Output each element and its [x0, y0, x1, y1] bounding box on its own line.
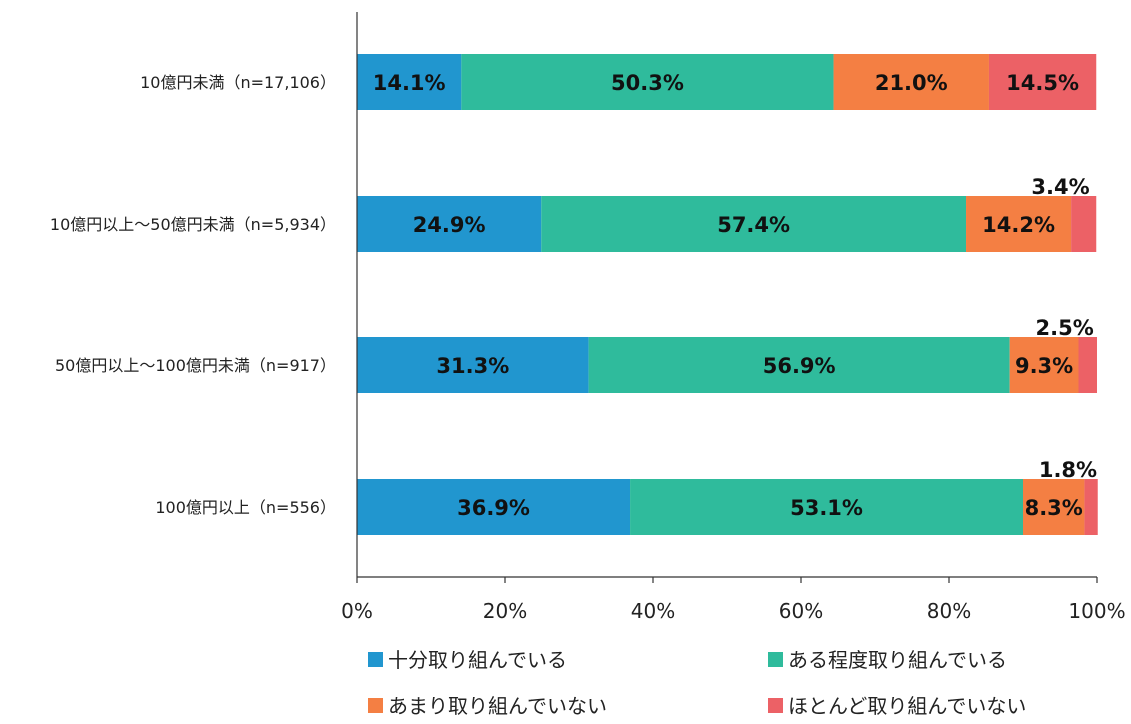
data-label: 36.9%: [457, 496, 530, 520]
legend-label: あまり取り組んでいない: [388, 694, 607, 718]
data-label: 21.0%: [875, 71, 948, 95]
category-label: 10億円以上～50億円未満（n=5,934）: [50, 215, 336, 234]
bar-segment: [1009, 337, 1079, 393]
bar-segment: [1084, 479, 1098, 535]
data-label: 8.3%: [1025, 496, 1083, 520]
data-label: 14.2%: [982, 213, 1055, 237]
legend-swatch: [768, 698, 783, 713]
bar-segment: [357, 196, 542, 252]
data-label: 14.1%: [373, 71, 446, 95]
bar-segment: [357, 337, 589, 393]
bar-segment: [588, 337, 1010, 393]
data-label: 1.8%: [1039, 458, 1097, 482]
x-tick-label: 20%: [483, 599, 527, 623]
bar-segment: [357, 54, 462, 110]
legend-label: 十分取り組んでいる: [388, 648, 567, 672]
x-tick-label: 40%: [631, 599, 675, 623]
data-label: 50.3%: [611, 71, 684, 95]
bar-segment: [966, 196, 1072, 252]
bar-segment: [1023, 479, 1085, 535]
bar-segment: [630, 479, 1023, 535]
bar-segment: [1078, 337, 1097, 393]
data-label: 31.3%: [436, 354, 509, 378]
x-tick-label: 0%: [341, 599, 373, 623]
bar-segment: [357, 479, 631, 535]
x-tick-label: 100%: [1068, 599, 1125, 623]
bar-segment: [541, 196, 967, 252]
category-label: 10億円未満（n=17,106）: [140, 73, 336, 92]
legend-label: ほとんど取り組んでいない: [788, 694, 1026, 718]
data-label: 24.9%: [413, 213, 486, 237]
data-label: 57.4%: [717, 213, 790, 237]
data-label: 3.4%: [1031, 175, 1089, 199]
category-label: 50億円以上～100億円未満（n=917）: [55, 356, 336, 375]
bar-segment: [461, 54, 834, 110]
data-label: 56.9%: [763, 354, 836, 378]
bar-segment: [833, 54, 989, 110]
data-label: 2.5%: [1036, 316, 1094, 340]
x-tick-label: 60%: [779, 599, 823, 623]
legend-swatch: [368, 652, 383, 667]
legend-swatch: [768, 652, 783, 667]
data-label: 9.3%: [1015, 354, 1073, 378]
legend-label: ある程度取り組んでいる: [788, 648, 1007, 672]
data-label: 53.1%: [790, 496, 863, 520]
x-tick-label: 80%: [927, 599, 971, 623]
legend-swatch: [368, 698, 383, 713]
data-label: 14.5%: [1006, 71, 1079, 95]
category-label: 100億円以上（n=556）: [155, 498, 336, 517]
bar-segment: [1071, 196, 1097, 252]
bar-segment: [988, 54, 1097, 110]
